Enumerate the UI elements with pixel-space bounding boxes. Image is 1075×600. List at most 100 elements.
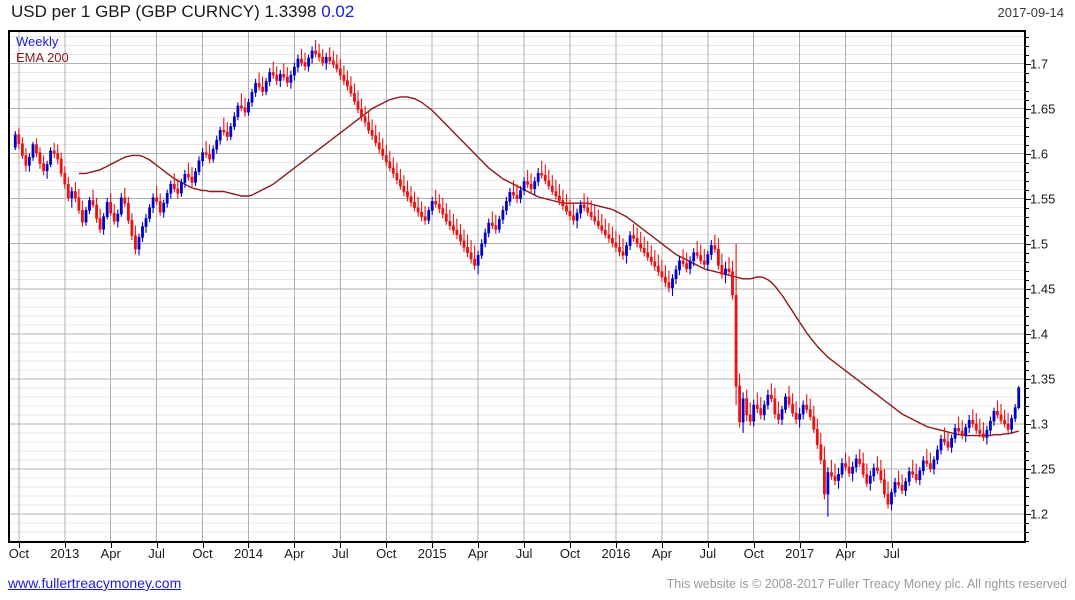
- y-axis-minor-tick: [1026, 306, 1029, 308]
- x-axis-tick: [524, 543, 526, 548]
- y-axis-minor-tick: [1026, 522, 1029, 524]
- x-axis-tick: [156, 543, 158, 548]
- y-axis-label: 1.25: [1030, 461, 1056, 477]
- website-link[interactable]: www.fullertreacymoney.com: [8, 575, 182, 591]
- y-axis-minor-tick: [1026, 531, 1029, 533]
- x-axis-tick: [569, 543, 571, 548]
- x-axis-label: Jul: [515, 546, 533, 561]
- y-axis-minor-tick: [1026, 297, 1029, 299]
- y-axis-tick: [1026, 423, 1031, 425]
- y-axis-minor-tick: [1026, 225, 1029, 227]
- instrument-name: USD per 1 GBP (GBP CURNCY): [11, 2, 260, 21]
- y-axis-tick: [1026, 198, 1031, 200]
- x-axis-label: Apr: [468, 546, 489, 561]
- x-axis-label: Jul: [883, 546, 900, 561]
- y-axis-label: 1.45: [1030, 281, 1056, 297]
- legend-overlay-label: EMA 200: [16, 50, 69, 65]
- y-axis-minor-tick: [1026, 189, 1029, 191]
- y-axis-minor-tick: [1026, 81, 1029, 83]
- x-axis-tick: [845, 543, 847, 548]
- y-axis-minor-tick: [1026, 414, 1029, 416]
- x-axis-tick: [753, 543, 755, 548]
- y-axis-minor-tick: [1026, 36, 1029, 38]
- y-axis-minor-tick: [1026, 486, 1029, 488]
- y-axis: 1.2 1.25 1.3 1.35 1.4 1.45 1.5 1.55 1.6 1.65 1.7: [1030, 30, 1075, 543]
- y-axis-tick: [1026, 108, 1031, 110]
- y-axis-minor-tick: [1026, 315, 1029, 317]
- y-axis-minor-tick: [1026, 90, 1029, 92]
- y-axis-tick: [1026, 513, 1031, 515]
- y-axis-minor-tick: [1026, 279, 1029, 281]
- y-axis-minor-tick: [1026, 270, 1029, 272]
- x-axis-label: Oct: [559, 546, 581, 561]
- y-axis-minor-tick: [1026, 72, 1029, 74]
- x-axis-label: 2014: [234, 546, 263, 561]
- y-axis-minor-tick: [1026, 252, 1029, 254]
- y-axis-minor-tick: [1026, 171, 1029, 173]
- y-axis-minor-tick: [1026, 324, 1029, 326]
- y-axis-minor-tick: [1026, 495, 1029, 497]
- x-axis-label: Oct: [192, 546, 213, 561]
- y-axis-minor-tick: [1026, 135, 1029, 137]
- x-axis-label: Oct: [8, 546, 29, 561]
- y-axis-tick: [1026, 468, 1031, 470]
- y-axis-minor-tick: [1026, 234, 1029, 236]
- x-axis-tick: [248, 543, 250, 548]
- price-change: 0.02: [321, 2, 355, 21]
- x-axis-tick: [891, 543, 893, 548]
- copyright-notice: This website is © 2008-2017 Fuller Treac…: [666, 577, 1067, 591]
- x-axis-label: Apr: [651, 546, 672, 561]
- y-axis-label: 1.3: [1030, 416, 1049, 432]
- y-axis-minor-tick: [1026, 162, 1029, 164]
- y-axis-tick: [1026, 333, 1031, 335]
- y-axis-minor-tick: [1026, 360, 1029, 362]
- y-axis-minor-tick: [1026, 45, 1029, 47]
- x-axis-tick: [18, 543, 20, 548]
- x-axis-tick: [799, 543, 801, 548]
- chart-footer: www.fullertreacymoney.com This website i…: [0, 575, 1075, 597]
- y-axis-tick: [1026, 288, 1031, 290]
- y-axis-tick: [1026, 153, 1031, 155]
- x-axis-tick: [432, 543, 434, 548]
- y-axis-minor-tick: [1026, 441, 1029, 443]
- x-axis-label: Jul: [148, 546, 165, 561]
- x-axis-label: 2016: [601, 546, 631, 561]
- y-axis-minor-tick: [1026, 405, 1029, 407]
- y-axis-minor-tick: [1026, 99, 1029, 101]
- y-axis-label: 1.65: [1030, 101, 1056, 117]
- x-axis-tick: [64, 543, 66, 548]
- legend-series-label: Weekly: [16, 34, 59, 49]
- y-axis-minor-tick: [1026, 369, 1029, 371]
- y-axis-minor-tick: [1026, 180, 1029, 182]
- x-axis-tick: [294, 543, 296, 548]
- y-axis-minor-tick: [1026, 342, 1029, 344]
- x-axis-label: 2013: [50, 546, 80, 561]
- x-axis-label: Apr: [835, 546, 856, 561]
- y-axis-label: 1.2: [1030, 506, 1049, 522]
- x-axis-tick: [707, 543, 709, 548]
- x-axis-label: Apr: [100, 546, 121, 561]
- y-axis-minor-tick: [1026, 117, 1029, 119]
- y-axis-label: 1.55: [1030, 191, 1056, 207]
- y-axis-label: 1.4: [1030, 326, 1049, 342]
- y-axis-tick: [1026, 378, 1031, 380]
- x-axis-label: Apr: [284, 546, 305, 561]
- x-axis-tick: [478, 543, 480, 548]
- x-axis-tick: [202, 543, 204, 548]
- y-axis-minor-tick: [1026, 261, 1029, 263]
- y-axis-tick: [1026, 243, 1031, 245]
- y-axis-label: 1.35: [1030, 371, 1056, 387]
- y-axis-minor-tick: [1026, 432, 1029, 434]
- y-axis-minor-tick: [1026, 396, 1029, 398]
- last-price: 1.3398: [264, 2, 317, 21]
- y-axis-minor-tick: [1026, 216, 1029, 218]
- y-axis-minor-tick: [1026, 459, 1029, 461]
- y-axis-minor-tick: [1026, 126, 1029, 128]
- chart-plot-area[interactable]: Weekly EMA 200: [8, 30, 1026, 543]
- chart-legend: Weekly EMA 200: [16, 34, 69, 66]
- chart-svg: [10, 32, 1024, 541]
- x-axis-label: Oct: [376, 546, 397, 561]
- y-axis-label: 1.6: [1030, 146, 1049, 162]
- chart-canvas: [10, 32, 1024, 541]
